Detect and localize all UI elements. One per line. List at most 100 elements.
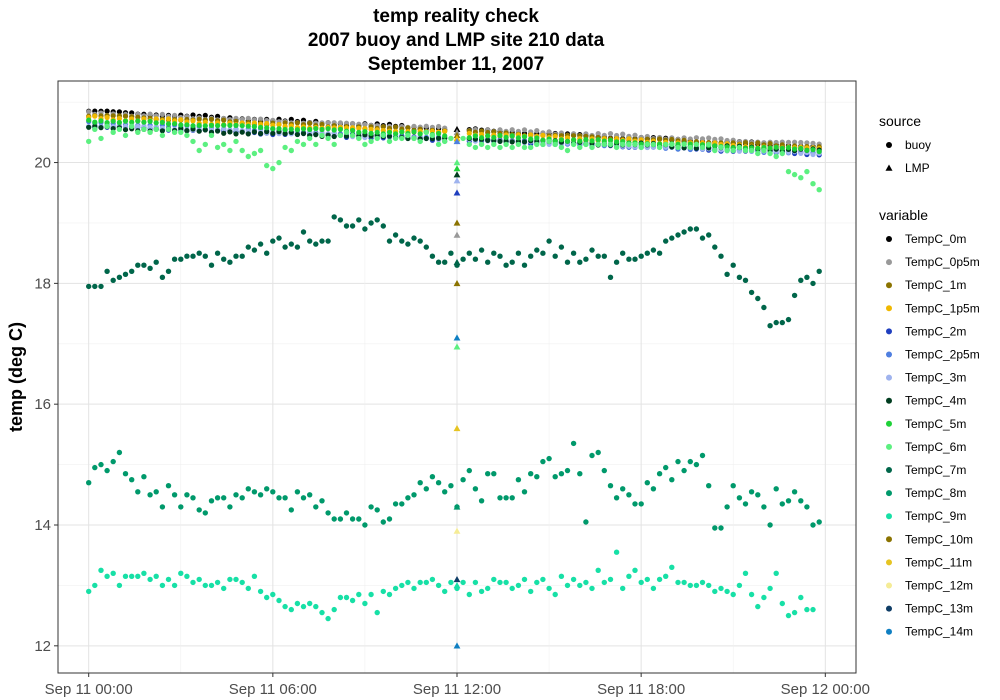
data-point: [669, 564, 675, 570]
legend-key-dot-icon: [886, 420, 892, 427]
data-point: [583, 579, 589, 586]
data-point: [718, 136, 724, 142]
data-point: [362, 121, 368, 128]
data-point: [675, 144, 681, 151]
data-point: [515, 250, 522, 256]
data-point: [165, 268, 172, 274]
data-point: [791, 292, 798, 299]
data-point: [712, 588, 718, 595]
data-point: [503, 134, 509, 140]
data-point: [135, 262, 141, 268]
data-point: [184, 132, 190, 139]
data-point: [171, 582, 178, 589]
data-point: [613, 144, 620, 151]
data-point: [534, 474, 540, 480]
data-point: [638, 144, 644, 151]
data-point: [208, 132, 215, 139]
data-point: [755, 492, 761, 498]
data-point: [239, 129, 245, 135]
data-point: [742, 147, 749, 154]
data-point: [485, 585, 491, 592]
data-point: [564, 147, 571, 154]
data-point: [190, 118, 196, 124]
data-point: [644, 250, 650, 256]
data-point: [122, 127, 129, 133]
data-point: [798, 145, 804, 152]
data-point: [245, 123, 251, 129]
data-point: [239, 495, 245, 501]
data-point-lmp: [453, 171, 461, 178]
data-point: [313, 132, 319, 138]
data-point-lmp: [453, 503, 461, 510]
legend-variable-label: TempC_2m: [905, 324, 966, 338]
data-point: [288, 126, 294, 132]
data-point: [491, 250, 497, 256]
data-point: [368, 138, 374, 145]
legend-key-dot-icon: [886, 628, 892, 635]
data-point: [86, 124, 92, 130]
data-point: [693, 461, 700, 468]
data-point-lmp: [453, 424, 461, 432]
data-point: [767, 585, 773, 592]
legend-variable-label: TempC_13m: [905, 602, 973, 616]
data-point: [515, 582, 522, 589]
data-point: [325, 615, 331, 622]
data-point: [202, 127, 208, 133]
data-point: [104, 120, 110, 126]
data-point: [264, 125, 270, 131]
data-point: [288, 606, 294, 613]
data-point: [184, 253, 190, 259]
data-point: [466, 250, 472, 256]
data-point: [601, 467, 607, 474]
data-point: [663, 141, 669, 148]
data-point: [620, 131, 626, 137]
legend-variable-label: TempC_3m: [905, 371, 966, 385]
x-tick-label: Sep 11 12:00: [413, 681, 501, 698]
data-point: [478, 247, 485, 253]
data-point: [564, 259, 571, 265]
data-point: [368, 126, 374, 132]
data-point: [300, 603, 307, 610]
data-point: [337, 120, 343, 126]
data-point: [478, 498, 485, 504]
data-point: [632, 501, 638, 507]
data-point: [546, 455, 552, 462]
data-point: [380, 588, 386, 595]
data-point: [528, 132, 534, 138]
data-point: [669, 141, 675, 148]
data-point: [632, 141, 638, 148]
data-point: [779, 150, 785, 157]
x-tick-label: Sep 11 00:00: [45, 681, 133, 698]
data-point: [110, 570, 116, 576]
data-point: [110, 277, 116, 283]
data-point: [650, 486, 657, 492]
y-tick-label: 18: [34, 275, 51, 292]
data-point-lmp: [453, 343, 461, 350]
data-point: [761, 147, 767, 154]
data-point: [386, 238, 393, 244]
data-point: [558, 137, 565, 143]
data-point: [159, 274, 166, 280]
data-point: [165, 116, 172, 122]
data-point: [190, 495, 196, 501]
data-point: [509, 495, 515, 501]
data-point: [208, 116, 215, 122]
data-point: [798, 150, 804, 156]
legend-key-dot-icon: [886, 305, 892, 312]
data-point: [804, 140, 810, 146]
data-point: [767, 145, 773, 151]
data-point: [472, 133, 478, 139]
legend-variable-label: TempC_2p5m: [905, 348, 980, 362]
data-point: [343, 129, 350, 135]
legend-variable: variable TempC_0m TempC_0p5m TempC_1m TempC…: [879, 207, 980, 639]
data-point: [570, 141, 577, 148]
data-point: [282, 131, 288, 137]
data-point: [540, 141, 546, 148]
y-tick-label: 20: [34, 155, 51, 172]
data-point: [190, 579, 196, 586]
data-point: [98, 118, 104, 124]
data-point: [165, 483, 172, 489]
data-point: [233, 576, 239, 583]
data-point: [730, 147, 736, 154]
